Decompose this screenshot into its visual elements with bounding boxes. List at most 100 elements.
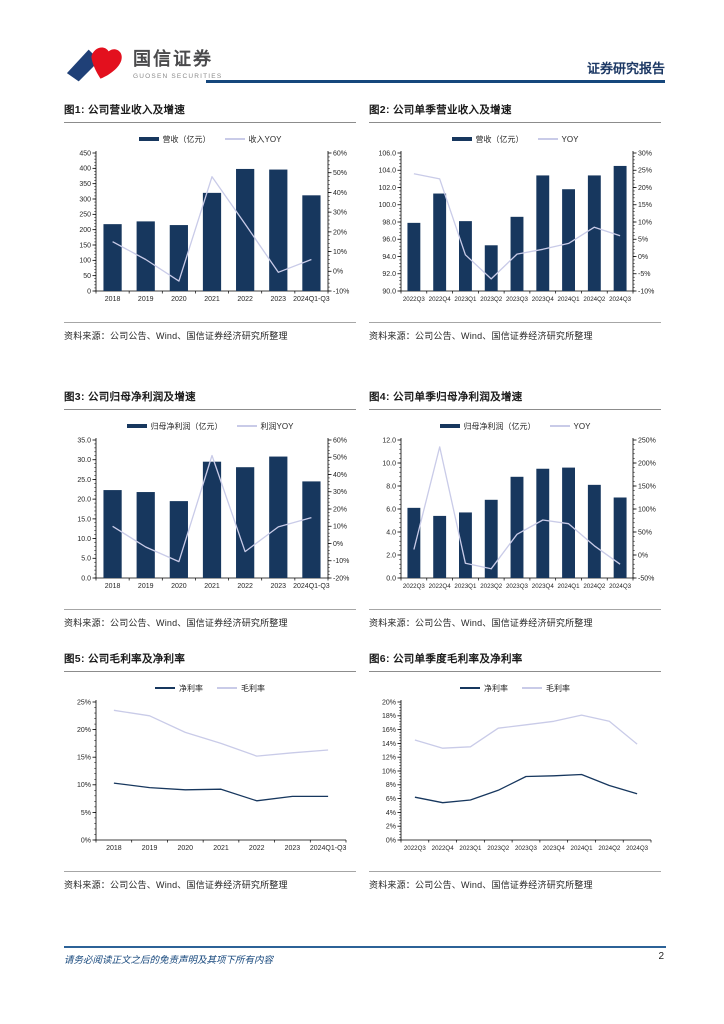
svg-text:10.0: 10.0 <box>382 460 396 467</box>
svg-text:50%: 50% <box>333 455 347 462</box>
svg-text:100: 100 <box>79 258 91 265</box>
guosen-logo-icon <box>66 47 122 82</box>
svg-text:0%: 0% <box>638 254 648 261</box>
svg-text:6%: 6% <box>386 796 396 803</box>
bar <box>202 461 222 578</box>
svg-text:-20%: -20% <box>333 575 349 582</box>
svg-text:96.0: 96.0 <box>382 237 396 244</box>
svg-text:40%: 40% <box>333 190 347 197</box>
x-tick-label: 2022Q4 <box>432 845 455 852</box>
x-tick-label: 2022 <box>237 296 253 303</box>
trend-line <box>414 773 638 804</box>
svg-text:250: 250 <box>79 212 91 219</box>
bar <box>510 476 524 578</box>
svg-text:8.0: 8.0 <box>386 483 396 490</box>
trend-line <box>112 454 312 563</box>
svg-text:18%: 18% <box>382 713 396 720</box>
x-tick-label: 2022 <box>249 845 265 852</box>
bar <box>459 512 472 578</box>
bar <box>459 221 472 291</box>
svg-text:25%: 25% <box>77 699 91 706</box>
x-tick-label: 2019 <box>138 583 154 590</box>
svg-text:15%: 15% <box>77 755 91 762</box>
chart-canvas: 归母净利润（亿元） 利润YOY 0.0 5.0 10.0 15.0 20.0 25.0 30.0… <box>64 418 356 604</box>
bar <box>269 169 288 291</box>
svg-text:92.0: 92.0 <box>382 271 396 278</box>
figure-6-margins-quarterly: 图6: 公司单季度毛利率及净利率 净利率 毛利率 0% 2% 4% 6% 8% 10% 12% 1… <box>369 651 661 891</box>
figure-5-margins-annual: 图5: 公司毛利率及净利率 净利率 毛利率 0% 5% 10% 15% 20% 25% 2018… <box>64 651 356 891</box>
bar <box>562 189 575 291</box>
x-tick-label: 2022Q4 <box>429 583 452 590</box>
x-tick-label: 2021 <box>204 583 220 590</box>
legend-item: 归母净利润（亿元） <box>126 421 223 432</box>
chart-canvas: 营收（亿元） YOY 90.0 92.0 94.0 96.0 98.0 100.0 102.0 1… <box>369 131 661 317</box>
chart-legend: 净利率 毛利率 <box>369 680 661 696</box>
bar <box>587 484 601 578</box>
legend-line-swatch <box>236 425 257 427</box>
x-tick-label: 2023Q4 <box>532 583 555 590</box>
svg-text:0%: 0% <box>333 269 343 276</box>
svg-text:12.0: 12.0 <box>382 437 396 444</box>
legend-label: YOY <box>573 421 591 431</box>
legend-line-swatch <box>522 687 542 689</box>
svg-text:40%: 40% <box>333 472 347 479</box>
x-tick-label: 2022Q3 <box>403 296 426 303</box>
svg-text:450: 450 <box>79 150 91 157</box>
x-tick-label: 2023Q3 <box>515 845 538 852</box>
chart-plot: 0.0 5.0 10.0 15.0 20.0 25.0 30.0 35.0 -20% -10% 0%… <box>77 437 349 590</box>
chart-legend: 归母净利润（亿元） YOY <box>369 418 661 434</box>
legend-label: 毛利率 <box>241 683 265 693</box>
legend-item: 归母净利润（亿元） <box>439 421 536 432</box>
svg-text:106.0: 106.0 <box>378 150 396 157</box>
figure-2-revenue-quarterly: 图2: 公司单季营业收入及增速 营收（亿元） YOY 90.0 92.0 94.0 96.… <box>369 102 661 342</box>
bar <box>169 501 188 578</box>
page-number: 2 <box>658 951 664 962</box>
chart-canvas: 归母净利润（亿元） YOY 0.0 2.0 4.0 6.0 8.0 10.0 12.0 -50% 0… <box>369 418 661 604</box>
svg-text:5.0: 5.0 <box>81 556 91 563</box>
chart-legend: 归母净利润（亿元） 利润YOY <box>64 418 356 434</box>
source-note: 资料来源：公司公告、Wind、国信证券经济研究所整理 <box>369 609 661 629</box>
legend-item: 营收（亿元） <box>451 134 524 145</box>
svg-text:-10%: -10% <box>333 288 349 295</box>
legend-line-swatch <box>537 138 558 140</box>
source-note: 资料来源：公司公告、Wind、国信证券经济研究所整理 <box>369 871 661 891</box>
svg-text:-10%: -10% <box>333 558 349 565</box>
trend-line <box>113 782 329 802</box>
figure-title: 图2: 公司单季营业收入及增速 <box>369 102 661 123</box>
svg-text:250%: 250% <box>638 437 656 444</box>
svg-text:30.0: 30.0 <box>77 457 91 464</box>
x-tick-label: 2022Q3 <box>404 845 427 852</box>
svg-text:60%: 60% <box>333 437 347 444</box>
legend-label: 营收（亿元） <box>162 134 211 144</box>
x-tick-label: 2024Q1-Q3 <box>293 583 330 590</box>
x-tick-label: 2024Q3 <box>609 296 632 303</box>
bar <box>302 481 321 578</box>
svg-text:4.0: 4.0 <box>386 529 396 536</box>
svg-text:0%: 0% <box>638 552 648 559</box>
x-tick-label: 2021 <box>213 845 229 852</box>
bar <box>536 468 550 578</box>
legend-line-swatch <box>224 138 245 140</box>
svg-text:90.0: 90.0 <box>382 288 396 295</box>
svg-text:104.0: 104.0 <box>378 168 396 175</box>
legend-item: 收入YOY <box>224 134 281 145</box>
svg-text:350: 350 <box>79 181 91 188</box>
legend-label: 营收（亿元） <box>475 134 524 144</box>
legend-bar-swatch <box>126 423 147 429</box>
svg-text:300: 300 <box>79 196 91 203</box>
svg-text:12%: 12% <box>382 755 396 762</box>
x-tick-label: 2023Q1 <box>454 583 477 590</box>
x-tick-label: 2023Q3 <box>506 583 529 590</box>
figure-4-profit-quarterly: 图4: 公司单季归母净利润及增速 归母净利润（亿元） YOY 0.0 2.0 4.0 6.… <box>369 389 661 629</box>
chart-plot: 0 50 100 150 200 250 300 350 400 450 -10% 0% 10% 20% 3… <box>79 150 349 303</box>
bar <box>136 221 155 291</box>
legend-label: 利润YOY <box>260 421 294 431</box>
disclaimer-text: 请务必阅读正文之后的免责声明及其项下所有内容 <box>64 955 274 966</box>
svg-text:150%: 150% <box>638 483 656 490</box>
svg-text:15.0: 15.0 <box>77 516 91 523</box>
bar <box>407 507 421 578</box>
chart-canvas: 净利率 毛利率 0% 2% 4% 6% 8% 10% 12% 14% 16% 18% 20% 2022Q3… <box>369 680 661 866</box>
bar <box>103 224 122 291</box>
x-tick-label: 2023Q4 <box>532 296 555 303</box>
x-tick-label: 2018 <box>105 583 121 590</box>
